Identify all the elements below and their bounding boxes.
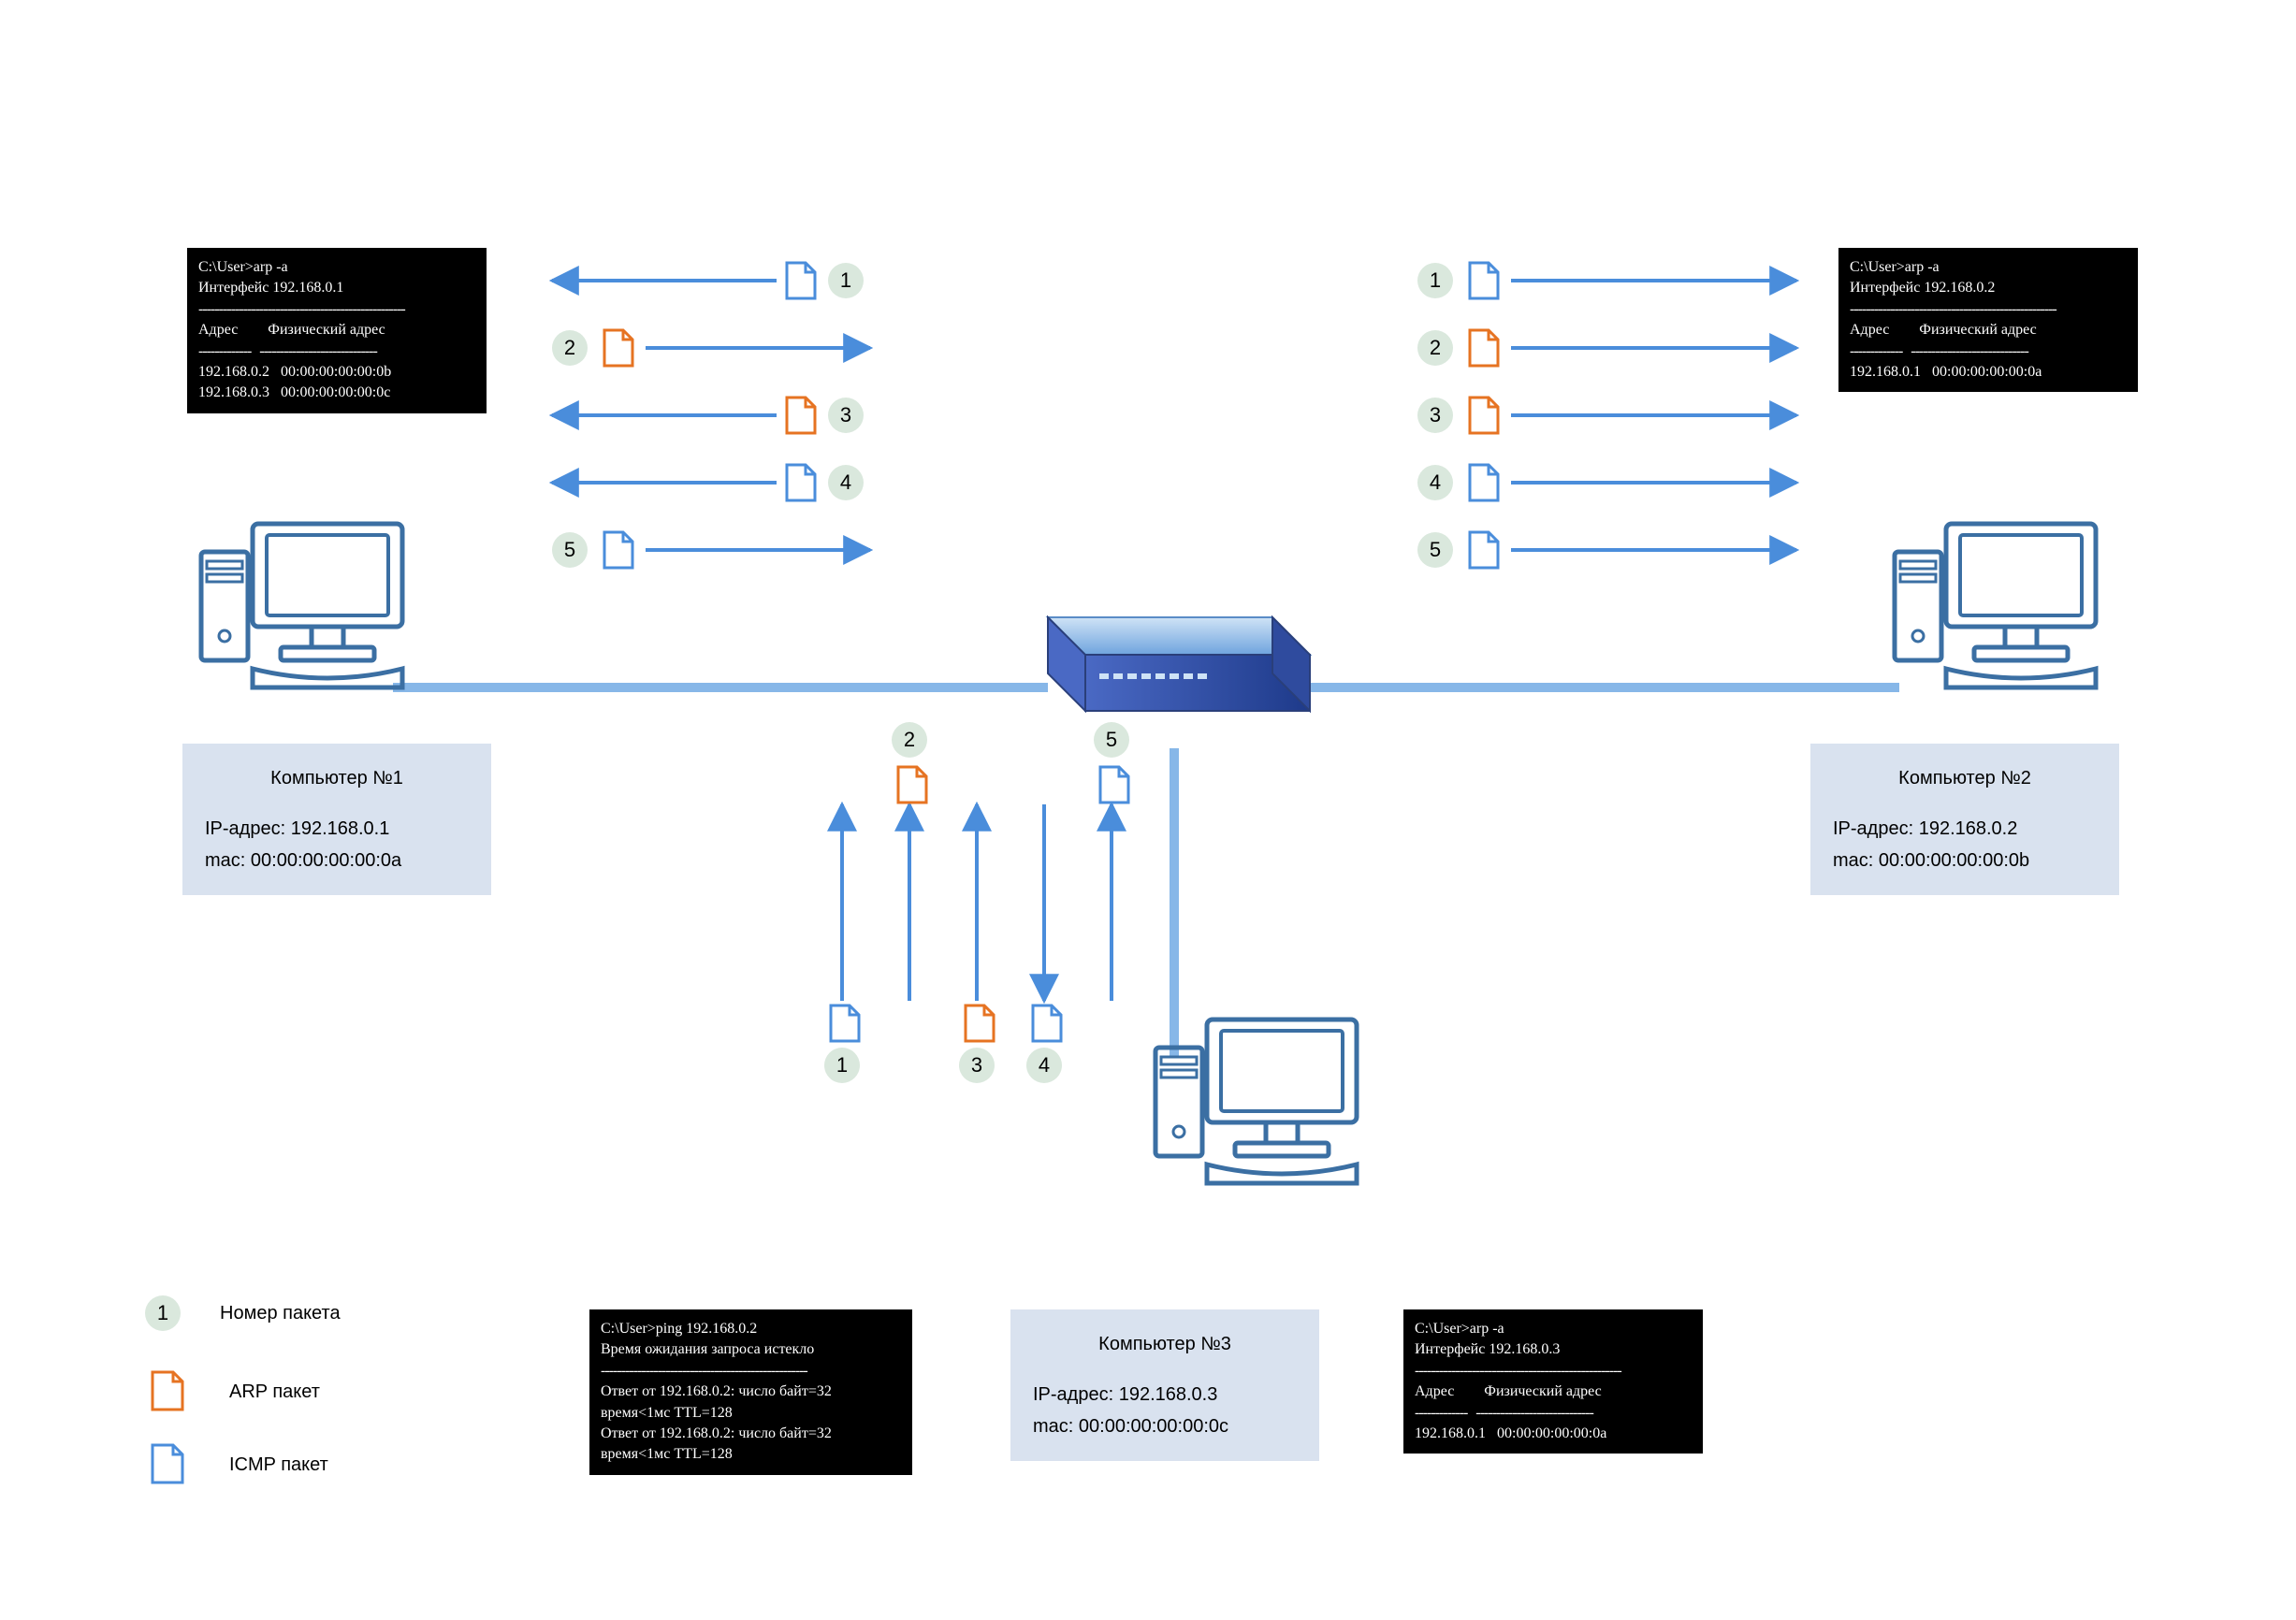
left-badge-3: 3 bbox=[828, 398, 864, 433]
info-pc2: Компьютер №2 IP-адрес: 192.168.0.2 mac: … bbox=[1810, 744, 2119, 895]
bottom-badge-4: 4 bbox=[1026, 1048, 1062, 1083]
info-pc3: Компьютер №3 IP-адрес: 192.168.0.3 mac: … bbox=[1010, 1309, 1319, 1461]
legend-arp-label: ARP пакет bbox=[229, 1381, 320, 1403]
info-pc3-ip: IP-адрес: 192.168.0.3 bbox=[1033, 1379, 1297, 1410]
left-badge-4: 4 bbox=[828, 465, 864, 500]
info-pc1-title: Компьютер №1 bbox=[205, 762, 469, 794]
t3a-r1-ip: 192.168.0.1 bbox=[1415, 1425, 1486, 1441]
t1-r2-mac: 00:00:00:00:00:0c bbox=[281, 384, 390, 400]
t3a-l2: Интерфейс 192.168.0.3 bbox=[1415, 1339, 1692, 1360]
t2-l2: Интерфейс 192.168.0.2 bbox=[1850, 278, 2127, 298]
legend-icmp-icon bbox=[153, 1445, 182, 1483]
legend-badge-label: Номер пакета bbox=[220, 1303, 341, 1324]
left-badge-5: 5 bbox=[552, 532, 588, 568]
left-badge-2: 2 bbox=[552, 330, 588, 366]
t3a-h2: Физический адрес bbox=[1484, 1383, 1601, 1399]
t1-r1-ip: 192.168.0.2 bbox=[198, 364, 269, 380]
t1-l1: C:\User>arp -a bbox=[198, 257, 475, 278]
t3p-l2: Время ожидания запроса истекло bbox=[601, 1339, 901, 1360]
legend-icmp-label: ICMP пакет bbox=[229, 1454, 328, 1476]
right-badge-5: 5 bbox=[1417, 532, 1453, 568]
legend-arp-icon bbox=[153, 1372, 182, 1410]
info-pc1-mac: mac: 00:00:00:00:00:0a bbox=[205, 845, 469, 876]
right-badge-4: 4 bbox=[1417, 465, 1453, 500]
t3a-h1: Адрес bbox=[1415, 1383, 1454, 1399]
pc1-icon bbox=[201, 524, 402, 687]
legend-badge: 1 bbox=[145, 1295, 181, 1331]
t2-h1: Адрес bbox=[1850, 322, 1889, 338]
pc2-icon bbox=[1895, 524, 2096, 687]
diagram-canvas: C:\User>arp -a Интерфейс 192.168.0.1 ---… bbox=[0, 0, 2296, 1620]
terminal-pc3-ping: C:\User>ping 192.168.0.2 Время ожидания … bbox=[589, 1309, 912, 1475]
terminal-pc3-arp: C:\User>arp -a Интерфейс 192.168.0.3 ---… bbox=[1403, 1309, 1703, 1454]
info-pc2-ip: IP-адрес: 192.168.0.2 bbox=[1833, 813, 2097, 845]
info-pc1: Компьютер №1 IP-адрес: 192.168.0.1 mac: … bbox=[182, 744, 491, 895]
pc3-icon bbox=[1155, 1020, 1357, 1183]
bottom-badge-1: 1 bbox=[824, 1048, 860, 1083]
info-pc2-mac: mac: 00:00:00:00:00:0b bbox=[1833, 845, 2097, 876]
info-pc3-title: Компьютер №3 bbox=[1033, 1328, 1297, 1360]
right-badge-2: 2 bbox=[1417, 330, 1453, 366]
info-pc2-title: Компьютер №2 bbox=[1833, 762, 2097, 794]
t3a-r1-mac: 00:00:00:00:00:0a bbox=[1497, 1425, 1606, 1441]
t2-r1-mac: 00:00:00:00:00:0a bbox=[1932, 364, 2042, 380]
t3p-l1: C:\User>ping 192.168.0.2 bbox=[601, 1319, 901, 1339]
info-pc1-ip: IP-адрес: 192.168.0.1 bbox=[205, 813, 469, 845]
t1-h2: Физический адрес bbox=[268, 322, 385, 338]
bottom-badge-5: 5 bbox=[1094, 722, 1129, 758]
info-pc3-mac: mac: 00:00:00:00:00:0c bbox=[1033, 1410, 1297, 1442]
t2-r1-ip: 192.168.0.1 bbox=[1850, 364, 1921, 380]
switch-icon bbox=[1048, 617, 1310, 711]
left-badge-1: 1 bbox=[828, 263, 864, 298]
t3a-l1: C:\User>arp -a bbox=[1415, 1319, 1692, 1339]
bottom-badge-2: 2 bbox=[892, 722, 927, 758]
t3p-l3: Ответ от 192.168.0.2: число байт=32 врем… bbox=[601, 1381, 901, 1424]
t2-l1: C:\User>arp -a bbox=[1850, 257, 2127, 278]
t2-h2: Физический адрес bbox=[1919, 322, 2036, 338]
t1-r1-mac: 00:00:00:00:00:0b bbox=[281, 364, 391, 380]
right-badge-1: 1 bbox=[1417, 263, 1453, 298]
legend-badge-num: 1 bbox=[157, 1301, 168, 1325]
right-badge-3: 3 bbox=[1417, 398, 1453, 433]
t3p-l4: Ответ от 192.168.0.2: число байт=32 врем… bbox=[601, 1424, 901, 1466]
terminal-pc1: C:\User>arp -a Интерфейс 192.168.0.1 ---… bbox=[187, 248, 487, 413]
bottom-badge-3: 3 bbox=[959, 1048, 995, 1083]
t1-r2-ip: 192.168.0.3 bbox=[198, 384, 269, 400]
terminal-pc2: C:\User>arp -a Интерфейс 192.168.0.2 ---… bbox=[1838, 248, 2138, 392]
t1-h1: Адрес bbox=[198, 322, 238, 338]
t1-l2: Интерфейс 192.168.0.1 bbox=[198, 278, 475, 298]
